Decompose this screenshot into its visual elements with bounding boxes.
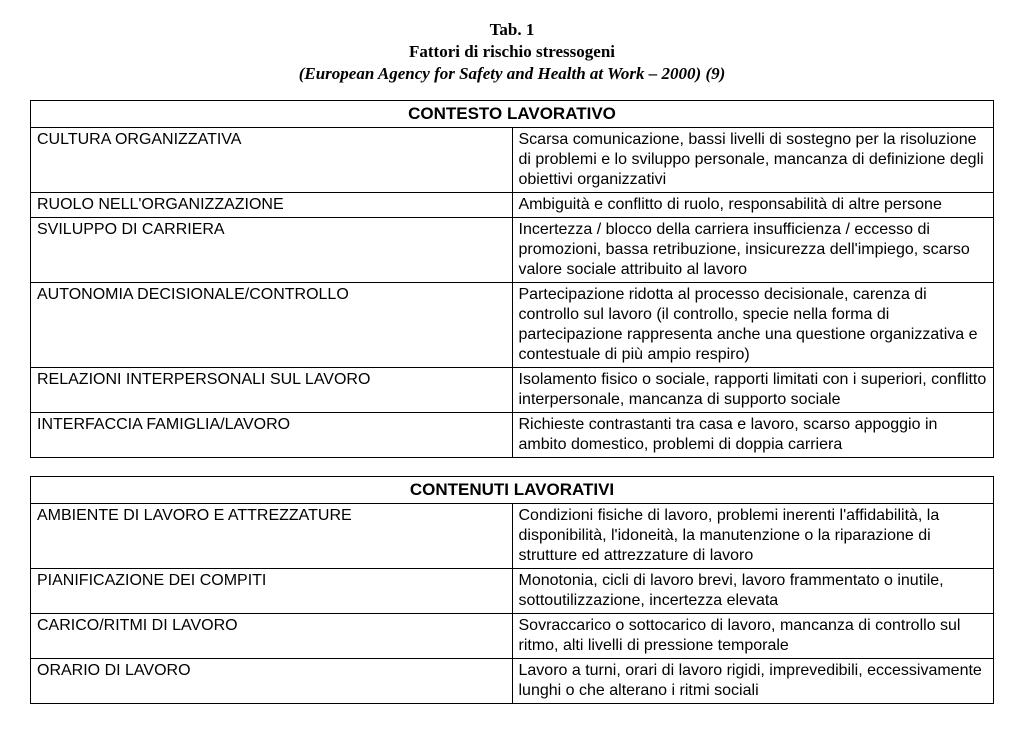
section-heading: CONTENUTI LAVORATIVI [31, 477, 994, 504]
row-desc: Incertezza / blocco della carriera insuf… [512, 218, 994, 283]
row-label: INTERFACCIA FAMIGLIA/LAVORO [31, 413, 513, 458]
table-title: Fattori di rischio stressogeni [30, 42, 994, 62]
row-desc: Isolamento fisico o sociale, rapporti li… [512, 368, 994, 413]
row-label: RUOLO NELL'ORGANIZZAZIONE [31, 193, 513, 218]
table-row: PIANIFICAZIONE DEI COMPITI Monotonia, ci… [31, 569, 994, 614]
table-row: CULTURA ORGANIZZATIVA Scarsa comunicazio… [31, 128, 994, 193]
row-desc: Partecipazione ridotta al processo decis… [512, 283, 994, 368]
row-desc: Condizioni fisiche di lavoro, problemi i… [512, 504, 994, 569]
row-desc: Richieste contrastanti tra casa e lavoro… [512, 413, 994, 458]
table-row: ORARIO DI LAVORO Lavoro a turni, orari d… [31, 659, 994, 704]
table-section-1: CONTESTO LAVORATIVO CULTURA ORGANIZZATIV… [30, 100, 994, 458]
row-label: RELAZIONI INTERPERSONALI SUL LAVORO [31, 368, 513, 413]
table-row: CONTESTO LAVORATIVO [31, 101, 994, 128]
table-row: SVILUPPO DI CARRIERA Incertezza / blocco… [31, 218, 994, 283]
row-label: AMBIENTE DI LAVORO E ATTREZZATURE [31, 504, 513, 569]
table-row: INTERFACCIA FAMIGLIA/LAVORO Richieste co… [31, 413, 994, 458]
table-row: CONTENUTI LAVORATIVI [31, 477, 994, 504]
row-label: AUTONOMIA DECISIONALE/CONTROLLO [31, 283, 513, 368]
table-subtitle: (European Agency for Safety and Health a… [30, 64, 994, 84]
table-row: AUTONOMIA DECISIONALE/CONTROLLO Partecip… [31, 283, 994, 368]
table-header: Tab. 1 Fattori di rischio stressogeni (E… [30, 20, 994, 84]
row-desc: Sovraccarico o sottocarico di lavoro, ma… [512, 614, 994, 659]
row-label: ORARIO DI LAVORO [31, 659, 513, 704]
row-desc: Monotonia, cicli di lavoro brevi, lavoro… [512, 569, 994, 614]
section-heading: CONTESTO LAVORATIVO [31, 101, 994, 128]
row-label: SVILUPPO DI CARRIERA [31, 218, 513, 283]
row-desc: Scarsa comunicazione, bassi livelli di s… [512, 128, 994, 193]
row-label: CULTURA ORGANIZZATIVA [31, 128, 513, 193]
table-number: Tab. 1 [30, 20, 994, 40]
row-desc: Lavoro a turni, orari di lavoro rigidi, … [512, 659, 994, 704]
table-row: AMBIENTE DI LAVORO E ATTREZZATURE Condiz… [31, 504, 994, 569]
row-label: PIANIFICAZIONE DEI COMPITI [31, 569, 513, 614]
table-section-2: CONTENUTI LAVORATIVI AMBIENTE DI LAVORO … [30, 476, 994, 704]
table-row: RELAZIONI INTERPERSONALI SUL LAVORO Isol… [31, 368, 994, 413]
row-desc: Ambiguità e conflitto di ruolo, responsa… [512, 193, 994, 218]
table-row: CARICO/RITMI DI LAVORO Sovraccarico o so… [31, 614, 994, 659]
row-label: CARICO/RITMI DI LAVORO [31, 614, 513, 659]
table-row: RUOLO NELL'ORGANIZZAZIONE Ambiguità e co… [31, 193, 994, 218]
